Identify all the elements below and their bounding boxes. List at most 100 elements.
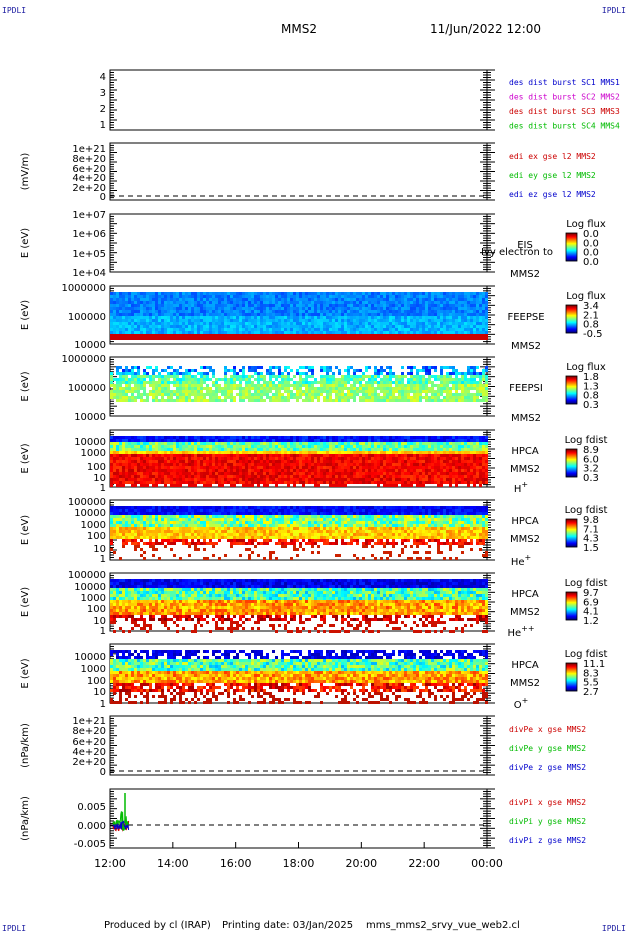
panel-desdist-legend-entry: des dist burst SC2 MMS2 — [509, 93, 620, 102]
panel-divpi-trace-2 — [112, 820, 130, 831]
panel-divpe-ytick-label: 8e+20 — [72, 726, 106, 737]
panel-feepse-colorbar-tick: -0.5 — [583, 329, 603, 340]
panel-feepsi-colorbar-title: Log flux — [566, 362, 606, 373]
panel-feepse-spacecraft-label: MMS2 — [511, 341, 541, 352]
panel-hpca_hepp-ytick-label: 1 — [100, 626, 106, 637]
panel-hpca_he-colorbar — [565, 518, 578, 548]
spectrogram-hpca_h — [110, 436, 488, 487]
panel-divpe-ytick-label: 4e+20 — [72, 747, 106, 758]
panel-hpca_o-colorbar-tick: 2.7 — [583, 687, 599, 698]
panel-hpca_o-ytick-label: 1 — [100, 699, 106, 710]
panel-hpca_o-ytick-label: 100 — [87, 676, 106, 687]
panel-divpe-ylabel: (nPa/km) — [20, 723, 31, 768]
panel-divpe-legend-entry: divPe z gse MMS2 — [509, 763, 586, 772]
time-tick-label: 12:00 — [94, 857, 126, 870]
panel-hpca_hepp-colorbar — [565, 591, 578, 621]
panel-hpca_hepp-ytick-label: 1000 — [81, 593, 106, 604]
panel-divpi-legend-entry: divPi y gse MMS2 — [509, 817, 586, 826]
panel-edi-frame — [109, 142, 488, 201]
panel-feepse-colorbar-title: Log flux — [566, 291, 606, 302]
panel-hpca_h-ytick-label: 1 — [100, 483, 106, 494]
panel-edi — [109, 142, 495, 201]
panel-hpca_hepp-colorbar-tick: 1.2 — [583, 616, 599, 627]
panel-edi-ytick-label: 1e+21 — [72, 144, 106, 155]
panel-hpca_he-ytick-label: 10 — [93, 544, 106, 555]
panel-feepsi-colorbar — [565, 375, 578, 405]
panel-desdist-ytick-label: 3 — [100, 88, 106, 99]
panel-feepse-colorbar — [565, 304, 578, 334]
panel-feepsi-ytick-label: 10000 — [74, 412, 106, 423]
panel-feepsi-ytick-label: 100000 — [68, 383, 106, 394]
panel-hpca_h-ytick-label: 10000 — [74, 437, 106, 448]
panel-hpca_h-colorbar-tick: 8.9 — [583, 445, 599, 456]
panel-hpca_o-colorbar-title: Log fdist — [565, 649, 608, 660]
time-tick-label: 14:00 — [157, 857, 189, 870]
panel-feepse-ytick-label: 10000 — [74, 340, 106, 351]
panel-feepsi-ytick-label: 1000000 — [61, 354, 106, 365]
panel-hpca_h-instrument-label: HPCA — [511, 446, 539, 457]
panel-feepse-colorbar-tick: 0.8 — [583, 320, 599, 331]
panel-hpca_h-colorbar-tick: 6.0 — [583, 454, 599, 465]
panel-hpca_he-spacecraft-label: MMS2 — [510, 534, 540, 545]
panel-hpca_he-ytick-label: 1 — [100, 554, 106, 565]
spectrogram-feepse — [110, 292, 488, 340]
time-tick-label: 00:00 — [471, 857, 503, 870]
panel-divpe-ytick-label: 0 — [100, 767, 106, 778]
panel-hpca_hepp-colorbar-tick: 9.7 — [583, 588, 599, 599]
panel-hpca_o-spacecraft-label: MMS2 — [510, 678, 540, 689]
time-tick-label: 18:00 — [283, 857, 315, 870]
footer-filename: mms_mms2_srvy_vue_web2.cl — [366, 920, 520, 931]
panel-desdist — [109, 69, 495, 131]
spectrogram-hpca_o — [110, 650, 488, 704]
panel-hpca_he-colorbar-tick: 7.1 — [583, 524, 599, 535]
panel-desdist-frame — [109, 69, 488, 131]
panel-desdist-ytick-label: 4 — [100, 72, 106, 83]
datetime-title: 11/Jun/2022 12:00 — [430, 22, 542, 36]
time-tick-label: 22:00 — [408, 857, 440, 870]
panel-divpe-legend-entry: divPe x gse MMS2 — [509, 725, 586, 734]
panel-hpca_o-colorbar-tick: 8.3 — [583, 668, 599, 679]
panel-hpca_hepp-ytick-label: 100 — [87, 604, 106, 615]
panel-hpca_hepp-species-label: He++ — [507, 624, 534, 639]
panel-hpca_h-colorbar-title: Log fdist — [565, 435, 608, 446]
panel-edi-ytick-label: 0 — [100, 192, 106, 203]
panel-eis-ytick-label: 1e+04 — [72, 268, 106, 279]
panel-hpca_h-colorbar-tick: 3.2 — [583, 464, 599, 475]
panel-feepsi-spacecraft-label: MMS2 — [511, 413, 541, 424]
panel-hpca_he-colorbar-tick: 1.5 — [583, 543, 599, 554]
panel-desdist-ytick-label: 2 — [100, 104, 106, 115]
panel-hpca_hepp-ytick-label: 10 — [93, 616, 106, 627]
panel-eis-colorbar-tick: 0.0 — [583, 238, 599, 249]
panel-eis-colorbar-title: Log flux — [566, 219, 606, 230]
panel-feepsi-colorbar-tick: 0.3 — [583, 400, 599, 411]
panel-divpe-frame — [109, 715, 488, 776]
panel-desdist-ytick-label: 1 — [100, 120, 106, 131]
panel-desdist-legend-entry: des dist burst SC4 MMS4 — [509, 122, 620, 131]
panel-edi-ytick-label: 2e+20 — [72, 183, 106, 194]
spectrogram-feepsi — [110, 366, 488, 402]
panel-eis-colorbar — [565, 232, 578, 262]
panel-eis-colorbar-tick: 0.0 — [583, 248, 599, 259]
panel-feepse-colorbar-tick: 2.1 — [583, 310, 599, 321]
panel-feepsi-colorbar-tick: 1.8 — [583, 372, 599, 383]
panel-hpca_hepp-colorbar-tick: 4.1 — [583, 607, 599, 618]
panel-hpca_o-colorbar-tick: 5.5 — [583, 678, 599, 689]
panel-hpca_he-colorbar-title: Log fdist — [565, 505, 608, 516]
panel-hpca_h-ytick-label: 100 — [87, 462, 106, 473]
panel-feepse-ytick-label: 100000 — [68, 312, 106, 323]
panel-divpi-ytick-label: -0.005 — [74, 839, 106, 850]
panel-hpca_hepp-colorbar-tick: 6.9 — [583, 597, 599, 608]
panel-eis-ytick-label: 1e+06 — [72, 229, 106, 240]
panel-eis-colorbar-tick: 0.0 — [583, 229, 599, 240]
panel-eis-colorbar-tick: 0.0 — [583, 257, 599, 268]
panel-feepsi-instrument-label: FEEPSI — [509, 383, 543, 394]
panel-eis-spacecraft-label: MMS2 — [510, 269, 540, 280]
time-tick-label: 16:00 — [220, 857, 252, 870]
panel-feepsi-colorbar-tick: 1.3 — [583, 381, 599, 392]
panel-divpi-ytick-label: 0.000 — [77, 821, 106, 832]
panel-hpca_he-ytick-label: 10000 — [74, 508, 106, 519]
panel-divpi-ylabel: (nPa/km) — [20, 796, 31, 841]
panel-divpi-legend-entry: divPi x gse MMS2 — [509, 798, 586, 807]
panel-edi-ytick-label: 6e+20 — [72, 164, 106, 175]
panel-edi-legend-entry: edi ex gse l2 MMS2 — [509, 152, 596, 161]
